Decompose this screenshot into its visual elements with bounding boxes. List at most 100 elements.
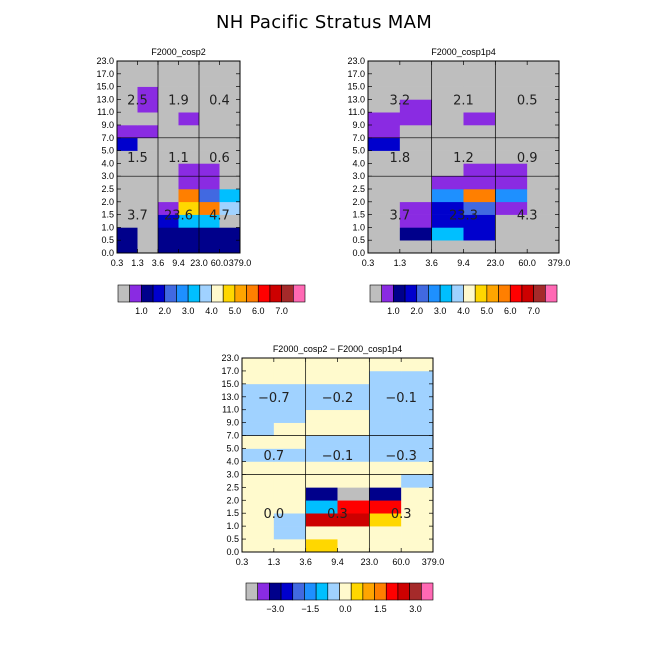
colorbar-label: 0.0 [339, 604, 352, 614]
heatmap-cell [273, 526, 306, 540]
colorbar-swatch [350, 582, 364, 601]
colorbar-swatch [222, 284, 236, 303]
heatmap-cell [495, 61, 528, 75]
x-tick-label: 23.0 [190, 258, 208, 268]
heatmap-cell [137, 240, 159, 254]
heatmap-cell [401, 422, 434, 436]
heatmap-cell [117, 189, 138, 203]
heatmap-cell [137, 201, 159, 215]
heatmap-cell [273, 383, 306, 398]
heatmap-cell [199, 189, 220, 203]
heatmap-cell [158, 176, 179, 190]
colorbar-swatch [498, 284, 511, 303]
heatmap-cell [242, 435, 275, 449]
heatmap-cell [431, 137, 464, 151]
y-tick-label: 2.0 [352, 197, 365, 207]
y-tick-label: 0.5 [226, 534, 239, 544]
heatmap-cell [178, 201, 200, 215]
heatmap-cell [219, 73, 241, 87]
heatmap-cell [178, 214, 200, 228]
heatmap-cell [305, 435, 338, 449]
heatmap-cell [431, 227, 464, 241]
heatmap-cell [273, 422, 306, 436]
x-tick-label: 1.3 [394, 258, 407, 268]
heatmap-cell [337, 487, 370, 501]
x-tick-label: 3.6 [299, 557, 312, 567]
heatmap-cell [305, 370, 338, 385]
y-tick-label: 17.0 [96, 69, 114, 79]
heatmap-cell [273, 358, 306, 372]
heatmap-cell [495, 214, 528, 228]
heatmap-cell [369, 358, 402, 372]
colorbar-label: 1.0 [387, 306, 400, 316]
heatmap-cell [273, 500, 306, 514]
heatmap-cell [337, 396, 370, 411]
colorbar-label: 1.0 [135, 306, 148, 316]
heatmap-cell [158, 227, 179, 241]
heatmap-cell [527, 61, 560, 75]
y-tick-label: 1.5 [101, 210, 114, 220]
y-tick-label: 0.0 [226, 547, 239, 557]
heatmap-cell [431, 201, 464, 215]
heatmap-cell [178, 73, 200, 87]
x-tick-label: 9.4 [172, 258, 185, 268]
heatmap-cell [431, 176, 464, 190]
heatmap-cell [305, 513, 338, 527]
heatmap-cell [463, 163, 496, 177]
colorbar-swatch [381, 284, 394, 303]
heatmap-cell [178, 112, 200, 126]
heatmap-cell [495, 137, 528, 151]
heatmap-cell [495, 86, 528, 100]
heatmap-cell [337, 435, 370, 449]
colorbar-label: −3.0 [266, 604, 284, 614]
heatmap-cell [199, 112, 220, 126]
heatmap-cell [401, 487, 434, 501]
heatmap-cell [527, 99, 560, 113]
colorbar-label: 4.0 [457, 306, 470, 316]
group-value-label: 0.4 [209, 93, 230, 108]
colorbar-swatch [292, 582, 305, 601]
heatmap-cell [337, 526, 370, 540]
heatmap-cell [495, 112, 528, 126]
heatmap-cell [117, 73, 138, 87]
group-value-label: 2.1 [453, 93, 474, 108]
heatmap-cell [242, 448, 275, 462]
y-tick-label: 0.0 [352, 248, 365, 258]
y-tick-label: 2.0 [226, 495, 239, 505]
colorbar-label: 7.0 [275, 306, 288, 316]
heatmap-cell [431, 99, 464, 113]
heatmap-cell [242, 539, 275, 553]
heatmap-cell [117, 112, 138, 126]
heatmap-cell [242, 526, 275, 540]
heatmap-cell [337, 474, 370, 488]
heatmap-cell [137, 150, 159, 164]
y-tick-label: 2.0 [101, 197, 114, 207]
y-tick-label: 4.0 [352, 158, 365, 168]
heatmap-cell [178, 86, 200, 100]
heatmap-cell [527, 150, 560, 164]
colorbar-swatch [117, 284, 130, 303]
heatmap-cell [495, 73, 528, 87]
heatmap-cell [178, 163, 200, 177]
heatmap-cell [399, 240, 432, 254]
heatmap-cell [199, 99, 220, 113]
colorbar-swatch [374, 582, 387, 601]
heatmap-cell [117, 86, 138, 100]
heatmap-cell [178, 125, 200, 139]
heatmap-cell [401, 435, 434, 449]
x-tick-label: 9.4 [331, 557, 344, 567]
heatmap-cell [401, 539, 434, 553]
y-tick-label: 17.0 [347, 69, 365, 79]
y-tick-label: 9.0 [226, 418, 239, 428]
heatmap-cell [199, 86, 220, 100]
heatmap-cell [242, 461, 275, 475]
colorbar-swatch [421, 582, 434, 601]
heatmap-cell [158, 150, 179, 164]
heatmap-cell [431, 61, 464, 75]
heatmap-cell [305, 422, 338, 436]
heatmap-cell [337, 358, 370, 372]
heatmap-cell [368, 125, 401, 139]
panel-title-0: F2000_cosp2 [151, 47, 206, 57]
heatmap-cell [337, 448, 370, 462]
